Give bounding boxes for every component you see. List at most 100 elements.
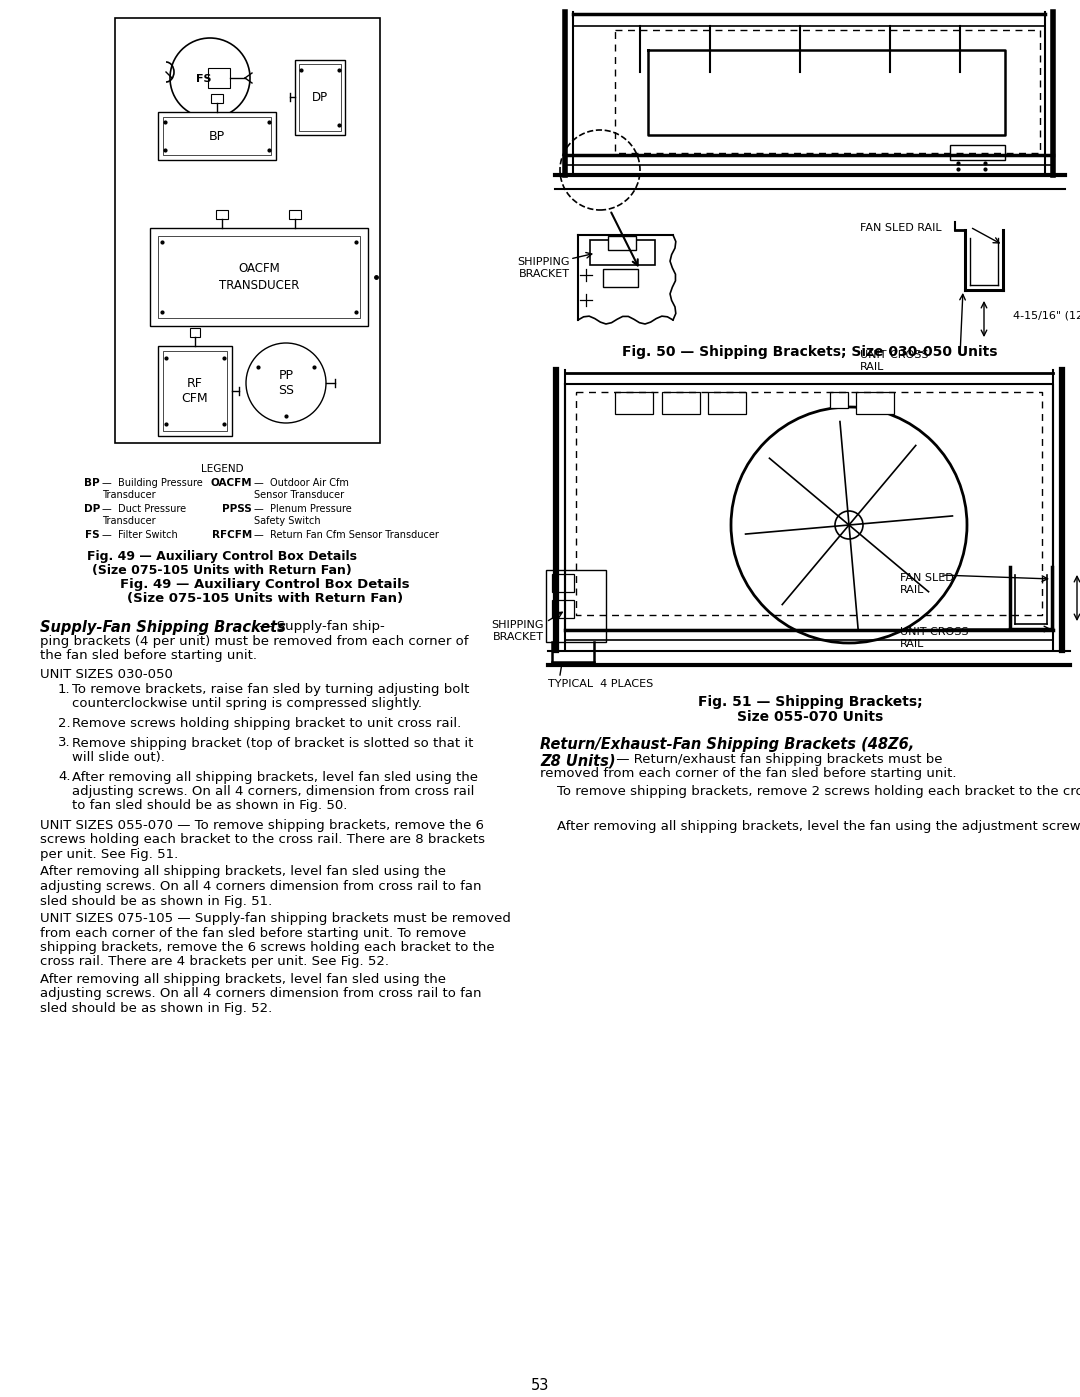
Bar — [708, 393, 746, 414]
Text: UNIT SIZES 055-070 — To remove shipping brackets, remove the 6: UNIT SIZES 055-070 — To remove shipping … — [40, 819, 484, 833]
Text: Supply-Fan Shipping Brackets: Supply-Fan Shipping Brackets — [40, 620, 286, 636]
Text: the fan sled before starting unit.: the fan sled before starting unit. — [40, 650, 257, 662]
Bar — [552, 599, 573, 617]
Text: Z8 Units): Z8 Units) — [540, 753, 616, 768]
Text: cross rail. There are 4 brackets per unit. See Fig. 52.: cross rail. There are 4 brackets per uni… — [40, 956, 389, 968]
Text: counterclockwise until spring is compressed slightly.: counterclockwise until spring is compres… — [72, 697, 422, 711]
Text: RF
CFM: RF CFM — [181, 377, 208, 405]
Circle shape — [835, 511, 863, 539]
Text: 4-15/16" (125 mm): 4-15/16" (125 mm) — [1013, 312, 1080, 321]
Text: 4.: 4. — [58, 771, 70, 784]
Text: Fig. 49 — Auxiliary Control Box Details: Fig. 49 — Auxiliary Control Box Details — [120, 578, 409, 591]
Text: (Size 075-105 Units with Return Fan): (Size 075-105 Units with Return Fan) — [92, 564, 352, 577]
Text: from each corner of the fan sled before starting unit. To remove: from each corner of the fan sled before … — [40, 926, 467, 940]
Circle shape — [170, 38, 249, 117]
Bar — [163, 117, 271, 155]
Bar — [856, 393, 894, 414]
Text: FAN SLED
RAIL: FAN SLED RAIL — [900, 573, 954, 595]
Text: FS: FS — [195, 74, 212, 84]
Text: sled should be as shown in Fig. 51.: sled should be as shown in Fig. 51. — [40, 894, 272, 908]
Text: OACFM: OACFM — [211, 478, 252, 488]
Text: shipping brackets, remove the 6 screws holding each bracket to the: shipping brackets, remove the 6 screws h… — [40, 942, 495, 954]
Text: —  Duct Pressure
Transducer: — Duct Pressure Transducer — [102, 504, 186, 525]
Bar — [208, 68, 230, 88]
Bar — [552, 574, 573, 592]
Circle shape — [561, 130, 640, 210]
Text: TYPICAL  4 PLACES: TYPICAL 4 PLACES — [548, 679, 653, 689]
Bar — [158, 112, 276, 161]
Text: To remove brackets, raise fan sled by turning adjusting bolt: To remove brackets, raise fan sled by tu… — [72, 683, 470, 696]
Text: 53: 53 — [530, 1377, 550, 1393]
Text: BP: BP — [84, 478, 100, 488]
Text: Remove shipping bracket (top of bracket is slotted so that it: Remove shipping bracket (top of bracket … — [72, 736, 473, 750]
Text: 2.: 2. — [58, 717, 70, 731]
Text: — Supply-fan ship-: — Supply-fan ship- — [255, 620, 384, 633]
Bar — [158, 346, 232, 436]
Text: BP: BP — [208, 130, 225, 142]
Text: PPSS: PPSS — [222, 504, 252, 514]
Text: UNIT SIZES 030-050: UNIT SIZES 030-050 — [40, 668, 173, 680]
Bar — [590, 240, 654, 265]
Bar — [190, 328, 200, 337]
Text: Fig. 51 — Shipping Brackets;: Fig. 51 — Shipping Brackets; — [698, 694, 922, 710]
Bar — [546, 570, 606, 643]
Text: Fig. 50 — Shipping Brackets; Size 030-050 Units: Fig. 50 — Shipping Brackets; Size 030-05… — [622, 345, 998, 359]
Text: LEGEND: LEGEND — [201, 464, 243, 474]
Bar — [603, 270, 638, 286]
Bar — [608, 236, 636, 250]
Text: After removing all shipping brackets, level fan sled using the: After removing all shipping brackets, le… — [40, 972, 446, 986]
Text: FAN SLED RAIL: FAN SLED RAIL — [860, 224, 942, 233]
Text: After removing all shipping brackets, level the fan using the adjustment screws.: After removing all shipping brackets, le… — [540, 820, 1080, 833]
Bar — [114, 18, 380, 443]
Text: Fig. 49 — Auxiliary Control Box Details: Fig. 49 — Auxiliary Control Box Details — [87, 550, 357, 563]
Bar — [950, 145, 1005, 161]
Bar — [289, 210, 301, 219]
Bar — [216, 210, 228, 219]
Text: PP
SS: PP SS — [278, 369, 294, 397]
Text: per unit. See Fig. 51.: per unit. See Fig. 51. — [40, 848, 178, 861]
Text: UNIT CROSS
RAIL: UNIT CROSS RAIL — [860, 351, 929, 372]
Text: adjusting screws. On all 4 corners, dimension from cross rail: adjusting screws. On all 4 corners, dime… — [72, 785, 474, 798]
Text: Size 055-070 Units: Size 055-070 Units — [737, 710, 883, 724]
Bar — [831, 393, 848, 408]
Text: —  Filter Switch: — Filter Switch — [102, 529, 178, 541]
Bar — [163, 351, 227, 432]
Text: (Size 075-105 Units with Return Fan): (Size 075-105 Units with Return Fan) — [127, 592, 403, 605]
Text: to fan sled should be as shown in Fig. 50.: to fan sled should be as shown in Fig. 5… — [72, 799, 348, 813]
Text: After removing all shipping brackets, level fan sled using the: After removing all shipping brackets, le… — [72, 771, 478, 784]
Bar — [299, 64, 341, 131]
Text: UNIT SIZES 075-105 — Supply-fan shipping brackets must be removed: UNIT SIZES 075-105 — Supply-fan shipping… — [40, 912, 511, 925]
Text: SHIPPING
BRACKET: SHIPPING BRACKET — [517, 257, 570, 278]
Text: OACFM
TRANSDUCER: OACFM TRANSDUCER — [219, 263, 299, 292]
Bar — [158, 236, 360, 319]
Text: —  Plenum Pressure
Safety Switch: — Plenum Pressure Safety Switch — [254, 504, 352, 525]
Text: After removing all shipping brackets, level fan sled using the: After removing all shipping brackets, le… — [40, 866, 446, 879]
Text: adjusting screws. On all 4 corners dimension from cross rail to fan: adjusting screws. On all 4 corners dimen… — [40, 880, 482, 893]
Text: sled should be as shown in Fig. 52.: sled should be as shown in Fig. 52. — [40, 1002, 272, 1016]
Text: ping brackets (4 per unit) must be removed from each corner of: ping brackets (4 per unit) must be remov… — [40, 634, 469, 647]
Text: SHIPPING
BRACKET: SHIPPING BRACKET — [491, 620, 544, 641]
Text: UNIT CROSS
RAIL: UNIT CROSS RAIL — [900, 627, 969, 648]
Circle shape — [246, 344, 326, 423]
Bar — [150, 228, 368, 326]
Text: DP: DP — [84, 504, 100, 514]
Text: Return/Exhaust-Fan Shipping Brackets (48Z6,: Return/Exhaust-Fan Shipping Brackets (48… — [540, 738, 915, 752]
Bar — [295, 60, 345, 136]
Bar — [615, 393, 653, 414]
Text: —  Building Pressure
Transducer: — Building Pressure Transducer — [102, 478, 203, 500]
Text: —  Outdoor Air Cfm
Sensor Transducer: — Outdoor Air Cfm Sensor Transducer — [254, 478, 349, 500]
Text: screws holding each bracket to the cross rail. There are 8 brackets: screws holding each bracket to the cross… — [40, 834, 485, 847]
Bar — [662, 393, 700, 414]
Text: —  Return Fan Cfm Sensor Transducer: — Return Fan Cfm Sensor Transducer — [254, 529, 438, 541]
Text: To remove shipping brackets, remove 2 screws holding each bracket to the cross r: To remove shipping brackets, remove 2 sc… — [540, 785, 1080, 798]
Text: 3.: 3. — [58, 736, 70, 750]
Bar — [211, 94, 222, 103]
Text: will slide out).: will slide out). — [72, 752, 165, 764]
Text: adjusting screws. On all 4 corners dimension from cross rail to fan: adjusting screws. On all 4 corners dimen… — [40, 988, 482, 1000]
Circle shape — [731, 407, 967, 643]
Text: removed from each corner of the fan sled before starting unit.: removed from each corner of the fan sled… — [540, 767, 957, 780]
Text: — Return/exhaust fan shipping brackets must be: — Return/exhaust fan shipping brackets m… — [612, 753, 943, 766]
Text: FS: FS — [85, 529, 100, 541]
Text: DP: DP — [312, 91, 328, 103]
Text: Remove screws holding shipping bracket to unit cross rail.: Remove screws holding shipping bracket t… — [72, 717, 461, 731]
